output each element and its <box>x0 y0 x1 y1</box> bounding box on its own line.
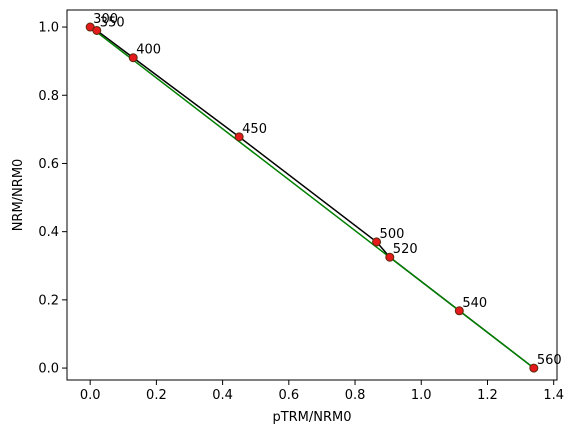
point-label: 540 <box>462 296 487 311</box>
data-point <box>234 132 244 142</box>
y-tick-label: 0.6 <box>38 157 59 172</box>
y-tick-label: 0.4 <box>38 225 59 240</box>
y-axis-label: NRM/NRM0 <box>11 159 26 232</box>
x-tick-label: 1.4 <box>543 388 564 403</box>
plot-frame <box>66 9 558 381</box>
x-tick-label: 0.0 <box>80 388 101 403</box>
point-label: 400 <box>136 43 161 58</box>
data-point <box>385 252 395 262</box>
data-point <box>529 363 539 373</box>
point-label: 450 <box>242 122 267 137</box>
point-label: 520 <box>393 242 418 257</box>
x-tick-label: 0.6 <box>278 388 299 403</box>
data-point <box>372 237 382 247</box>
data-point <box>92 25 102 35</box>
data-point <box>454 306 464 316</box>
y-axis: 0.0 0.2 0.4 0.6 0.8 1.0 <box>38 21 67 377</box>
x-axis: 0.0 0.2 0.4 0.6 0.8 1.0 1.2 1.4 <box>80 380 564 403</box>
point-label: 300 <box>93 12 118 27</box>
point-label: 350 <box>100 15 125 30</box>
y-tick-label: 0.2 <box>38 293 59 308</box>
fit-line <box>89 26 535 369</box>
x-tick-label: 0.8 <box>345 388 366 403</box>
x-tick-label: 0.4 <box>212 388 233 403</box>
x-tick-label: 1.2 <box>477 388 498 403</box>
point-label: 560 <box>537 353 562 368</box>
y-tick-label: 0.0 <box>38 362 59 377</box>
x-tick-label: 0.2 <box>146 388 167 403</box>
data-point <box>128 53 138 63</box>
point-label: 500 <box>380 227 405 242</box>
y-tick-label: 0.8 <box>38 89 59 104</box>
x-tick-label: 1.0 <box>411 388 432 403</box>
y-tick-label: 1.0 <box>38 21 59 36</box>
x-axis-label: pTRM/NRM0 <box>272 410 351 425</box>
